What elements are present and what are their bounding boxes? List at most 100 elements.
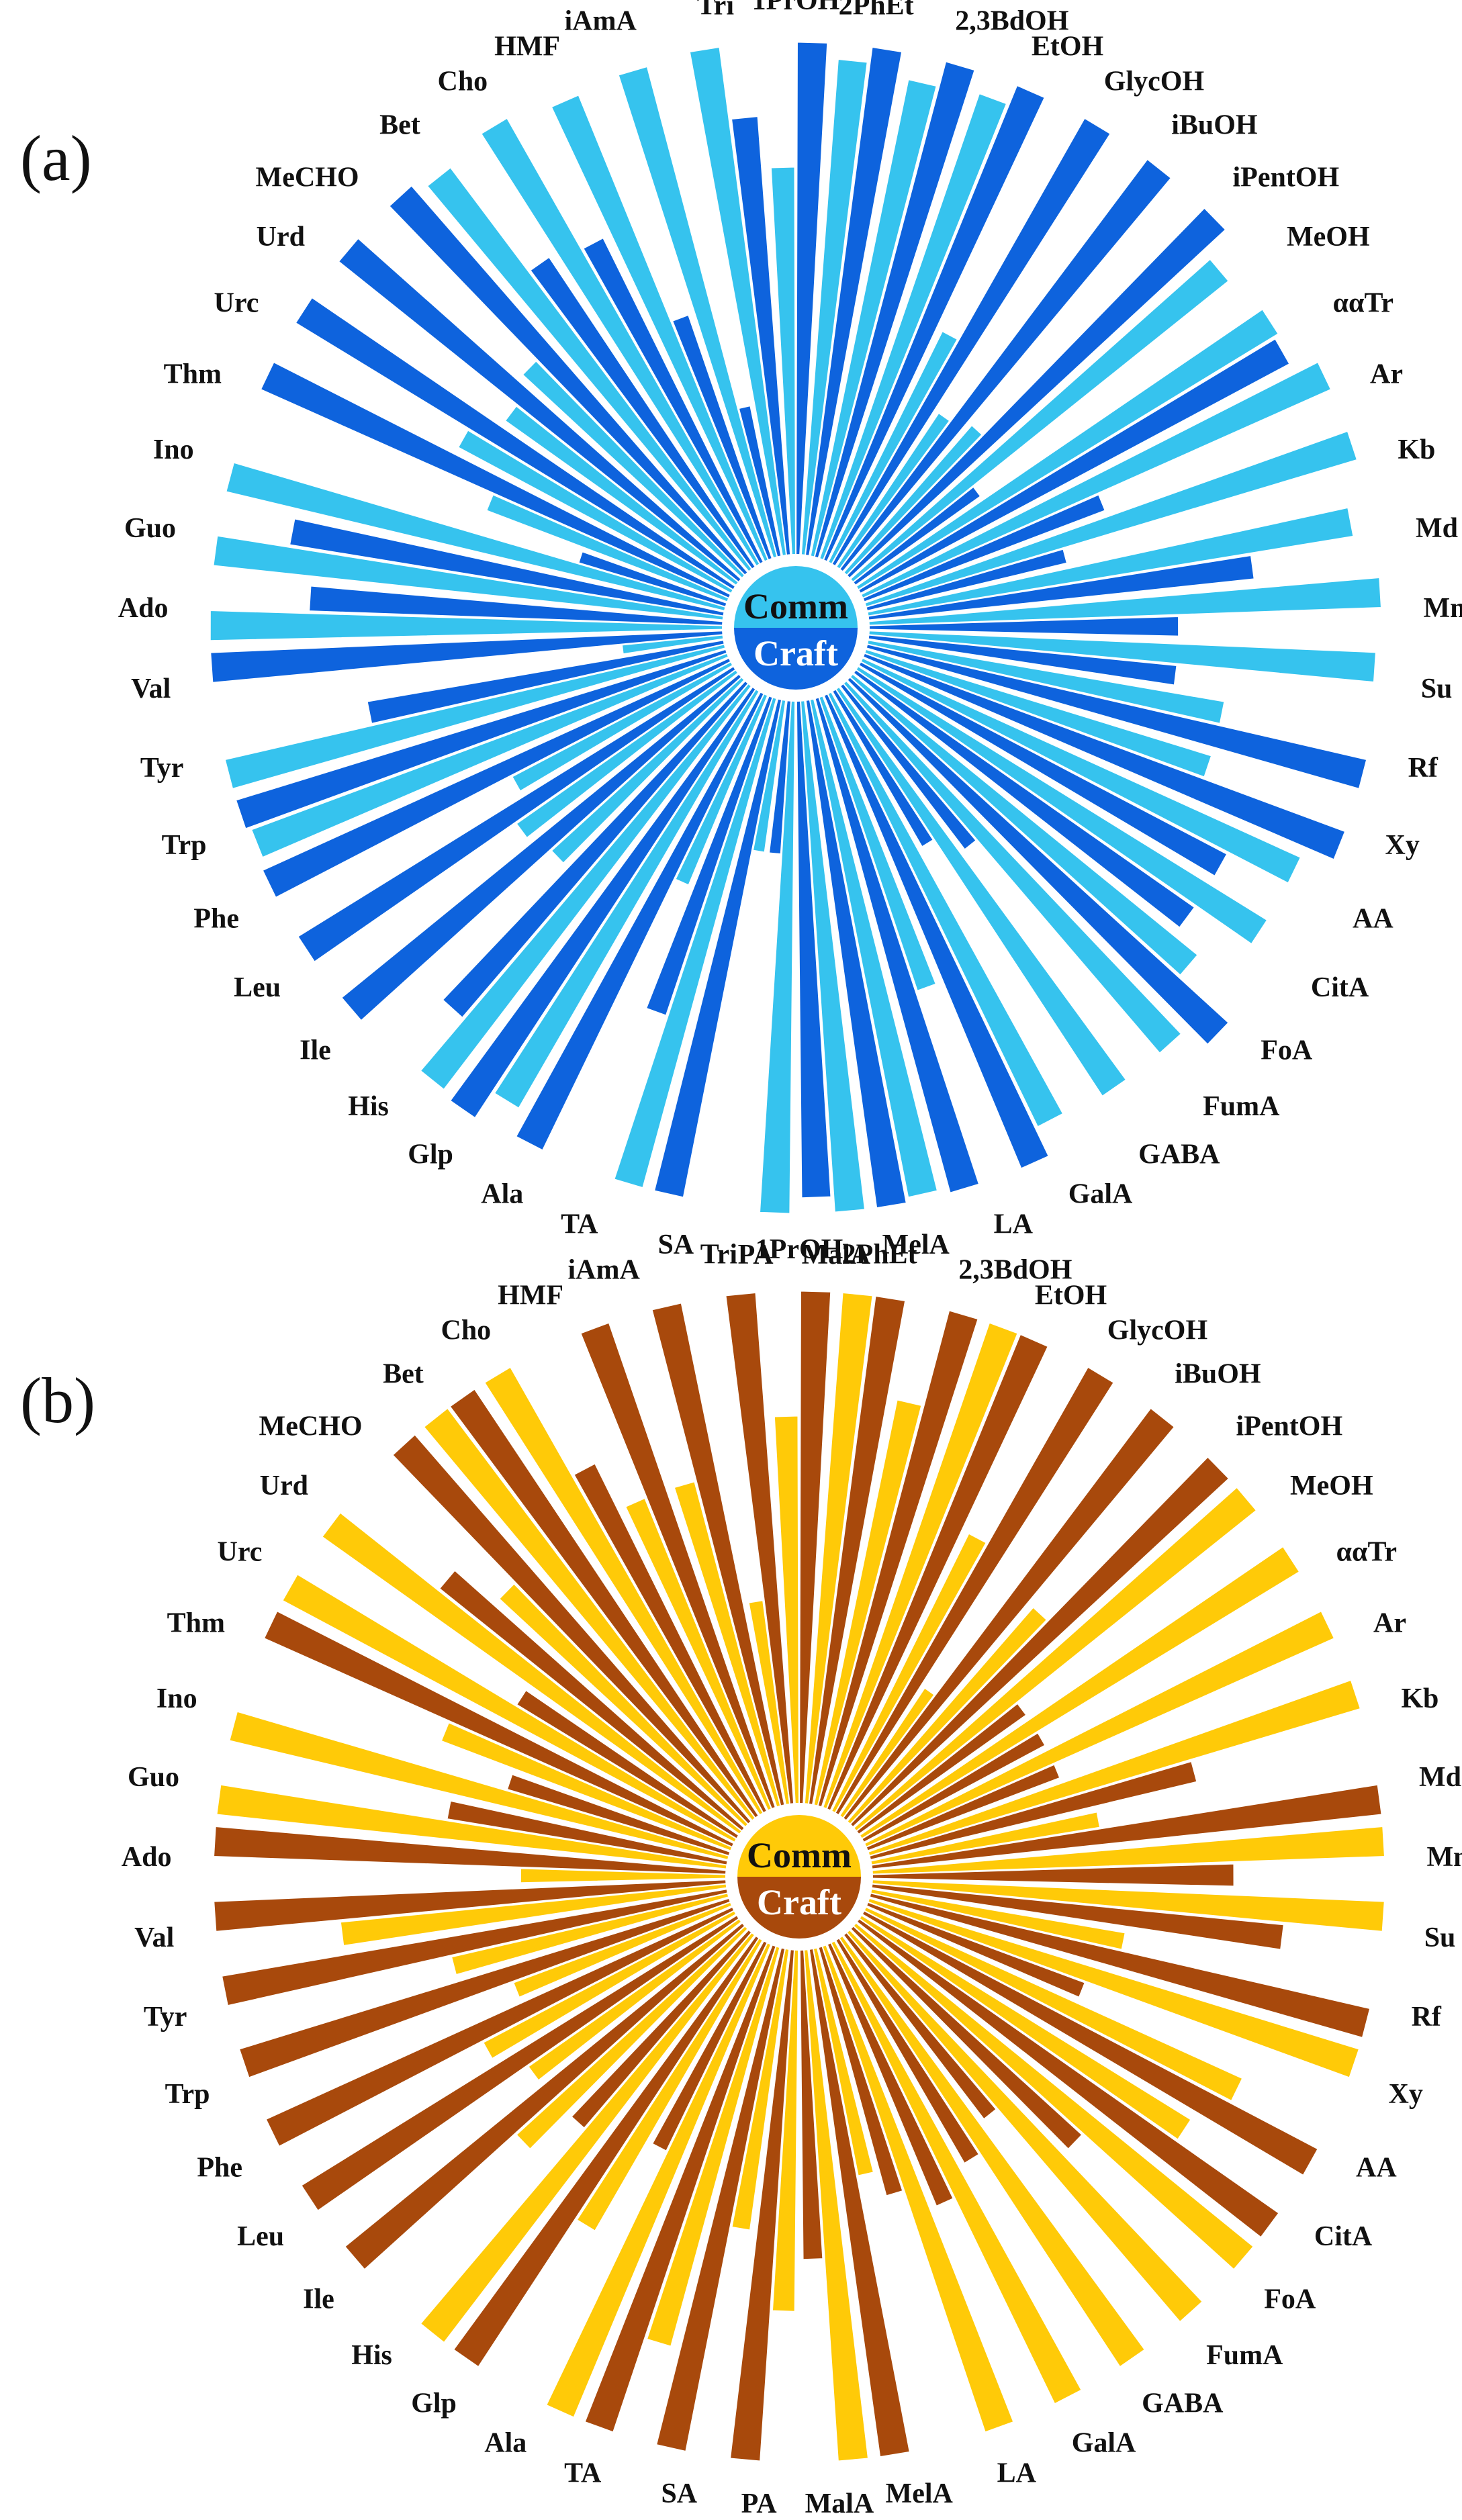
- category-label-hmf-a: HMF: [494, 31, 560, 62]
- category-label-foa-b: FoA: [1264, 2284, 1316, 2315]
- category-label-kb-b: Kb: [1401, 1683, 1438, 1714]
- category-label-mala-a: MalA: [802, 1240, 871, 1270]
- panel-label-b: (b): [20, 1364, 95, 1436]
- category-label-xy-b: Xy: [1389, 2079, 1423, 2110]
- category-label-val-a: Val: [131, 673, 171, 704]
- category-label-iama-b: iAmA: [567, 1255, 640, 1286]
- category-label-phe-a: Phe: [193, 904, 239, 935]
- category-label-sa-a: SA: [657, 1229, 694, 1260]
- category-label-tyr-a: Tyr: [140, 753, 184, 784]
- category-label-1proh-a: 1PrOH: [752, 0, 840, 16]
- category-label-ala-b: Ala: [484, 2427, 527, 2458]
- category-label-tri-b: Tri: [700, 1240, 738, 1270]
- category-label-aatr-b: ααTr: [1336, 1536, 1397, 1567]
- category-label-meoh-a: MeOH: [1287, 222, 1370, 252]
- category-label-phe-b: Phe: [197, 2153, 242, 2184]
- category-label-val-b: Val: [134, 1922, 174, 1953]
- center-legend-a: Comm Craft: [722, 554, 870, 702]
- category-label-glycoh-b: GlycOH: [1107, 1315, 1207, 1346]
- category-label-ipentoh-b: iPentOH: [1236, 1411, 1343, 1442]
- category-label-2-3bdoh-a: 2,3BdOH: [955, 6, 1068, 37]
- category-label-mecho-b: MeCHO: [259, 1411, 363, 1442]
- bar-group-a: [210, 42, 1382, 1214]
- category-label-his-a: His: [348, 1091, 389, 1122]
- category-label-cho-a: Cho: [437, 66, 488, 97]
- center-craft-label-a: Craft: [753, 633, 838, 673]
- category-label-glp-a: Glp: [408, 1139, 453, 1170]
- category-label-etoh-b: EtOH: [1035, 1280, 1107, 1311]
- center-craft-half-b: [737, 1877, 861, 1939]
- category-label-guo-a: Guo: [124, 513, 176, 544]
- category-label-cho-b: Cho: [441, 1315, 491, 1346]
- category-label-mecho-a: MeCHO: [256, 162, 359, 193]
- category-label-mela-b: MelA: [886, 2478, 954, 2509]
- category-label-rf-a: Rf: [1408, 753, 1438, 784]
- category-label-bet-b: Bet: [383, 1359, 424, 1390]
- center-comm-label-a: Comm: [743, 586, 848, 626]
- category-label-gaba-a: GABA: [1138, 1139, 1220, 1170]
- category-label-ala-a: Ala: [481, 1178, 523, 1209]
- category-label-trp-a: Trp: [162, 830, 207, 861]
- category-label-glycoh-a: GlycOH: [1104, 66, 1204, 97]
- center-legend-b: Comm Craft: [725, 1803, 873, 1951]
- category-label-mala-b: MalA: [805, 2488, 874, 2519]
- category-label-pa-b: PA: [741, 2488, 778, 2519]
- bar-group-b: [213, 1291, 1385, 2462]
- category-label-aa-a: AA: [1353, 904, 1394, 935]
- category-label-pa-a: PA: [738, 1240, 774, 1270]
- category-label-rf-b: Rf: [1412, 2002, 1442, 2033]
- center-comm-half-a: [734, 566, 858, 628]
- category-label-md-a: Md: [1416, 513, 1458, 544]
- category-label-xy-a: Xy: [1385, 830, 1420, 861]
- category-label-mela-a: MelA: [882, 1229, 950, 1260]
- category-label-la-b: LA: [997, 2458, 1037, 2488]
- category-label-fuma-a: FumA: [1203, 1091, 1280, 1122]
- category-label-su-b: Su: [1424, 1922, 1456, 1953]
- center-craft-half-a: [734, 628, 858, 690]
- category-label-2phet-b: 2PhEt: [842, 1240, 917, 1270]
- category-label-leu-a: Leu: [234, 972, 281, 1003]
- center-comm-label-b: Comm: [747, 1835, 852, 1875]
- category-label-aa-b: AA: [1356, 2153, 1397, 2184]
- category-label-md-b: Md: [1419, 1762, 1461, 1793]
- category-label-hmf-b: HMF: [498, 1280, 563, 1311]
- category-label-sa-b: SA: [661, 2478, 697, 2509]
- category-label-mn-a: Mn: [1424, 593, 1462, 624]
- category-label-ar-a: Ar: [1370, 359, 1403, 390]
- panel-label-a: (a): [20, 122, 92, 194]
- category-label-urc-a: Urc: [214, 287, 259, 318]
- category-label-glp-b: Glp: [411, 2388, 457, 2419]
- category-label-cita-a: CitA: [1311, 972, 1369, 1003]
- category-label-ta-a: TA: [561, 1209, 598, 1240]
- category-label-gaba-b: GABA: [1142, 2388, 1224, 2419]
- center-comm-half-b: [737, 1815, 861, 1877]
- category-label-tyr-b: Tyr: [144, 2002, 187, 2033]
- category-label-tri-a: Tri: [697, 0, 735, 21]
- category-label-kb-a: Kb: [1398, 434, 1435, 465]
- category-label-1proh-b: 1PrOH: [756, 1234, 843, 1265]
- category-label-ile-a: Ile: [300, 1035, 331, 1066]
- category-label-ino-a: Ino: [153, 434, 194, 465]
- category-label-ar-b: Ar: [1373, 1608, 1406, 1639]
- category-label-leu-b: Leu: [237, 2221, 284, 2252]
- category-label-2phet-a: 2PhEt: [839, 0, 914, 21]
- category-label-ipentoh-a: iPentOH: [1233, 162, 1340, 193]
- category-label-urd-a: Urd: [257, 222, 305, 252]
- category-label-urc-b: Urc: [218, 1536, 263, 1567]
- center-craft-label-b: Craft: [757, 1882, 841, 1922]
- category-label-trp-b: Trp: [165, 2079, 210, 2110]
- category-label-bet-a: Bet: [379, 110, 420, 141]
- category-label-aatr-a: ααTr: [1333, 287, 1394, 318]
- category-label-gala-b: GalA: [1072, 2427, 1136, 2458]
- category-label-2-3bdoh-b: 2,3BdOH: [958, 1255, 1072, 1286]
- category-label-gala-a: GalA: [1068, 1178, 1133, 1209]
- category-label-meoh-b: MeOH: [1290, 1471, 1373, 1501]
- category-label-etoh-a: EtOH: [1032, 31, 1103, 62]
- category-label-ino-b: Ino: [156, 1683, 197, 1714]
- category-label-thm-b: Thm: [167, 1608, 225, 1639]
- category-label-his-b: His: [351, 2340, 392, 2371]
